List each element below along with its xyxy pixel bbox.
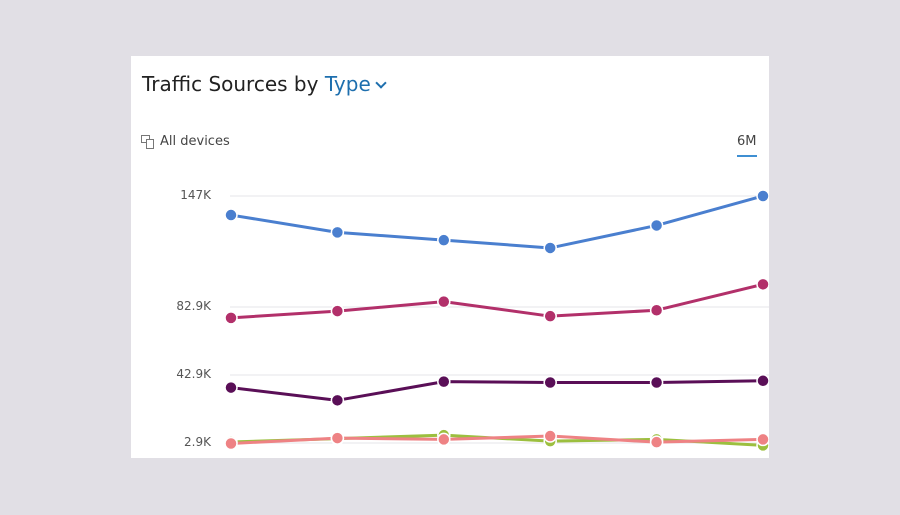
title-prefix: Traffic Sources by: [142, 72, 319, 96]
type-dropdown-label: Type: [324, 72, 371, 96]
data-point[interactable]: [437, 374, 451, 389]
data-point[interactable]: [437, 294, 451, 309]
devices-filter[interactable]: All devices: [141, 134, 230, 149]
series-line-3: [230, 379, 764, 402]
data-point[interactable]: [330, 393, 345, 408]
data-point[interactable]: [437, 233, 451, 247]
data-point[interactable]: [649, 218, 664, 233]
data-point[interactable]: [543, 241, 557, 255]
y-tick-label: 147K: [180, 188, 211, 202]
data-point[interactable]: [649, 435, 664, 449]
series-line-2: [230, 282, 764, 320]
series-line-1: [230, 194, 764, 250]
data-point[interactable]: [756, 277, 769, 292]
data-point[interactable]: [543, 429, 557, 443]
y-tick-label: 82.9K: [176, 299, 211, 313]
type-dropdown[interactable]: Type: [324, 72, 387, 96]
line-chart: [224, 189, 769, 453]
y-tick-label: 42.9K: [176, 367, 211, 381]
data-point[interactable]: [224, 436, 238, 451]
devices-icon: [141, 135, 154, 149]
data-point[interactable]: [756, 374, 769, 388]
data-point[interactable]: [224, 311, 238, 325]
data-point[interactable]: [330, 225, 345, 240]
data-point[interactable]: [756, 189, 769, 203]
data-point[interactable]: [330, 304, 345, 318]
data-point[interactable]: [224, 380, 238, 395]
data-point[interactable]: [437, 432, 451, 447]
series-line-5: [230, 434, 764, 446]
data-point[interactable]: [543, 375, 557, 390]
data-point[interactable]: [543, 309, 557, 323]
data-point[interactable]: [756, 432, 769, 447]
chart-title: Traffic Sources by Type: [142, 72, 387, 96]
data-point[interactable]: [330, 431, 345, 445]
traffic-sources-card: Traffic Sources by Type All devices 6M 1…: [131, 56, 769, 458]
data-point[interactable]: [224, 208, 238, 222]
data-point[interactable]: [649, 303, 664, 317]
data-point[interactable]: [649, 375, 664, 390]
y-tick-label: 2.9K: [184, 435, 211, 449]
devices-label: All devices: [160, 134, 230, 149]
period-tab-6m[interactable]: 6M: [737, 134, 757, 157]
